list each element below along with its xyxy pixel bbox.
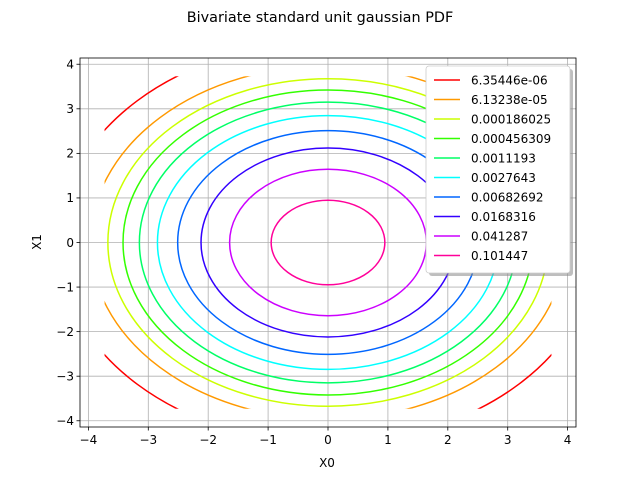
y-tick-label: −2 <box>56 325 74 339</box>
y-axis-label: X1 <box>30 234 44 250</box>
y-tick-label: 3 <box>66 102 74 116</box>
x-tick-label: 0 <box>324 433 332 447</box>
x-tick-label: −1 <box>259 433 277 447</box>
legend-box <box>425 65 571 274</box>
y-tick-label: 0 <box>66 236 74 250</box>
legend-label-9: 0.041287 <box>471 229 528 243</box>
y-tick-label: −3 <box>56 369 74 383</box>
x-tick-label: 3 <box>504 433 512 447</box>
x-tick-label: −2 <box>199 433 217 447</box>
legend-label-8: 0.0168316 <box>471 210 536 224</box>
y-tick-label: 2 <box>66 147 74 161</box>
y-tick-label: 4 <box>66 58 74 72</box>
legend-label-2: 6.13238e-05 <box>471 93 548 107</box>
x-tick-label: 4 <box>564 433 572 447</box>
chart-title: Bivariate standard unit gaussian PDF <box>187 10 454 26</box>
plot-area: −4 −3 −2 −1 0 1 2 3 4 −4 −3 −2 −1 0 1 2 3 4 6.35446e-06 6.1… <box>56 58 577 447</box>
x-tick-label: −3 <box>139 433 157 447</box>
contour-line-10 <box>270 199 386 286</box>
y-tick-label: −4 <box>56 414 74 428</box>
contour-lines <box>104 76 552 409</box>
y-tick-label: −1 <box>56 280 74 294</box>
legend-label-7: 0.00682692 <box>471 190 544 204</box>
x-tick-label: −4 <box>80 433 98 447</box>
y-tick-label: 1 <box>66 191 74 205</box>
x-tick-label: 1 <box>384 433 392 447</box>
legend-label-1: 6.35446e-06 <box>471 73 548 87</box>
legend-label-5: 0.0011193 <box>471 151 536 165</box>
legend-label-10: 0.101447 <box>471 249 528 263</box>
x-axis-label: X0 <box>319 456 335 470</box>
legend-label-3: 0.000186025 <box>471 112 551 126</box>
x-tick-label: 2 <box>444 433 452 447</box>
legend-label-4: 0.000456309 <box>471 132 551 146</box>
legend-label-6: 0.0027643 <box>471 171 536 185</box>
